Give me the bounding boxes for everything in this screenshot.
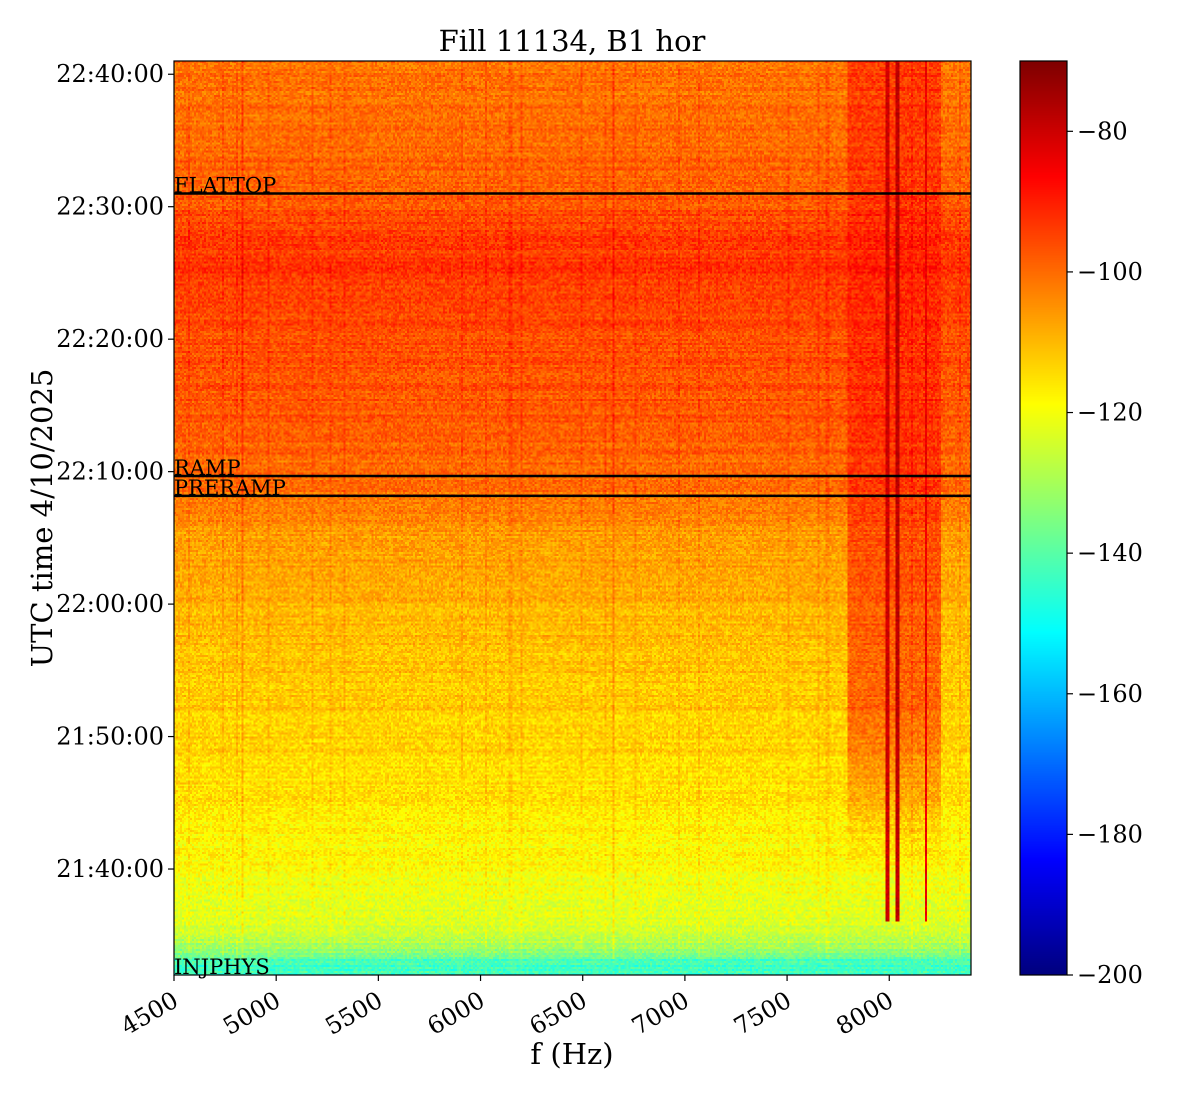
x-tick-label: 6000: [423, 986, 490, 1041]
y-tick-label: 22:00:00: [56, 590, 164, 618]
x-tick-label: 8000: [831, 986, 898, 1041]
event-label: RAMP: [174, 456, 241, 480]
colorbar-tick-label: −140: [1077, 539, 1143, 567]
y-tick-label: 21:50:00: [56, 723, 164, 751]
x-tick-label: 6500: [525, 986, 592, 1041]
colorbar-tick-label: −180: [1077, 820, 1143, 848]
plot-frame: [173, 60, 972, 976]
y-tick-label: 22:30:00: [56, 193, 164, 221]
x-axis-label: f (Hz): [530, 1037, 613, 1071]
colorbar-tick-label: −80: [1077, 117, 1128, 145]
x-tick-label: 7500: [729, 986, 796, 1041]
x-tick-label: 4500: [116, 986, 183, 1041]
colorbar-tick-label: −120: [1077, 399, 1143, 427]
event-label: FLATTOP: [174, 173, 276, 197]
colorbar-ticks: −80 −100 −120 −140 −160 −180 −200: [1067, 117, 1143, 989]
y-axis-label: UTC time 4/10/2025: [25, 369, 59, 668]
y-tick-label: 22:20:00: [56, 325, 164, 353]
colorbar-frame: [1019, 60, 1068, 976]
y-tick-label: 22:10:00: [56, 458, 164, 486]
event-label: PRERAMP: [174, 476, 286, 500]
x-axis-ticks: 4500 5000 5500 6000 6500 7000 7500 8000: [116, 975, 898, 1041]
y-tick-label: 21:40:00: [56, 855, 164, 883]
colorbar-tick-label: −160: [1077, 680, 1143, 708]
x-tick-label: 5000: [218, 986, 285, 1041]
y-axis-ticks: 21:40:00 21:50:00 22:00:00 22:10:00 22:20:00…: [56, 60, 174, 883]
event-label: INJPHYS: [174, 955, 270, 979]
y-tick-label: 22:40:00: [56, 60, 164, 88]
spectrogram-image: [174, 61, 971, 975]
colorbar-tick-label: −200: [1077, 961, 1143, 989]
chart-title: Fill 11134, B1 hor: [439, 24, 706, 58]
x-tick-label: 7000: [627, 986, 694, 1041]
x-tick-label: 5500: [320, 986, 387, 1041]
colorbar-tick-label: −100: [1077, 258, 1143, 286]
colorbar-gradient: [1020, 61, 1067, 975]
